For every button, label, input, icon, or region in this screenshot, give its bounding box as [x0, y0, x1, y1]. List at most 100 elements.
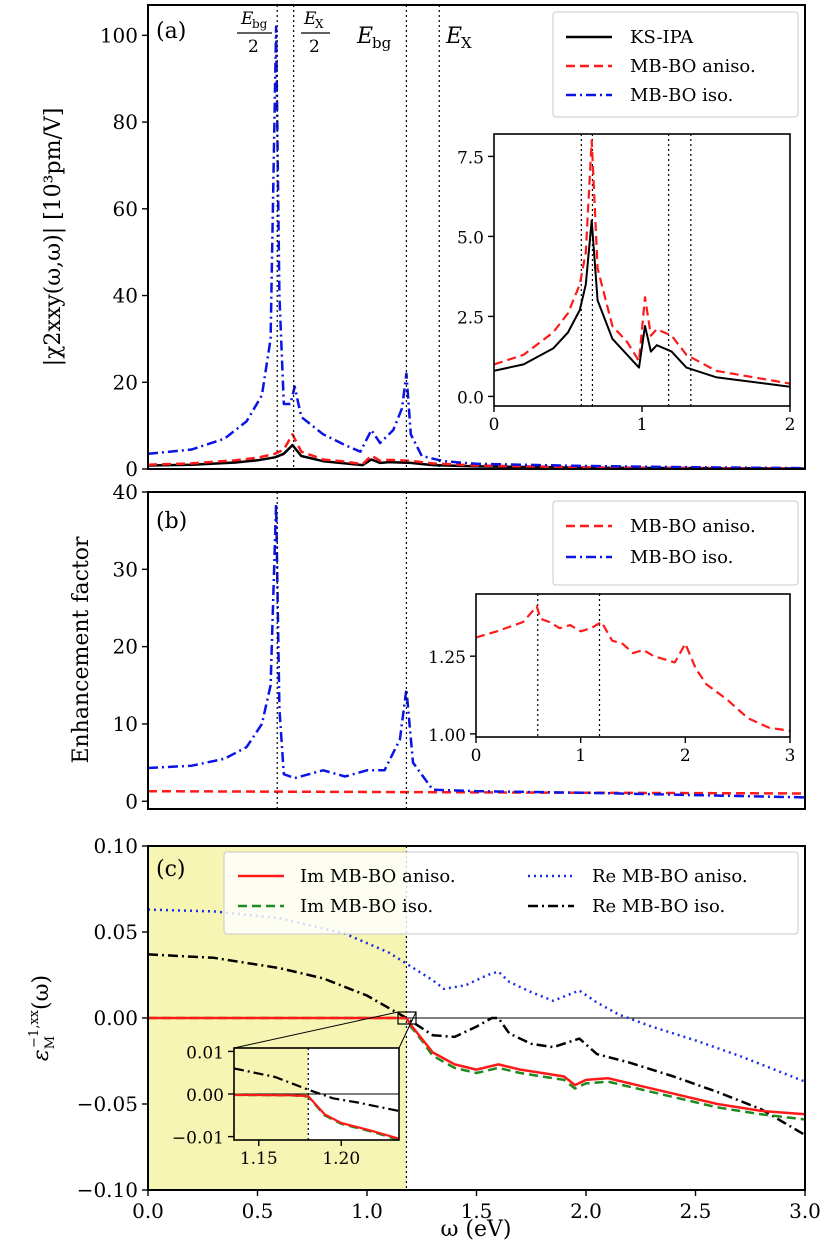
- x-axis-label: ω (eV): [440, 1217, 511, 1242]
- inset-b-xtick-0: 0: [471, 746, 482, 766]
- panel-b-tag: (b): [156, 509, 187, 534]
- svg-text:2: 2: [248, 37, 259, 57]
- xtick-c-4: 2.0: [570, 1199, 602, 1223]
- svg-text:bg: bg: [252, 17, 268, 31]
- series-b-iso: [147, 502, 806, 799]
- inset-c-im-aniso: [233, 1093, 400, 1140]
- ytick-c-4: 0.10: [93, 834, 138, 858]
- series-c-0: [148, 1016, 806, 1116]
- svg-text:E: E: [445, 24, 462, 49]
- inset-a-ytick-0: 0.0: [457, 388, 484, 408]
- ytick-a-4: 80: [113, 110, 138, 134]
- svg-text:X: X: [315, 17, 324, 31]
- panel-a-markers: [276, 5, 440, 469]
- svg-text:E: E: [356, 24, 373, 49]
- panel-c-ticks: 0.0 0.5 1.0 1.5 2.0 2.5 3.0 −0.10 −0.05 0.00 0.05 0…: [77, 834, 821, 1223]
- svg-text:εM−1,xx(ω): εM−1,xx(ω): [27, 975, 58, 1061]
- legend-c-im-aniso: Im MB-BO aniso.: [300, 866, 456, 887]
- inset-b-aniso: [475, 605, 791, 732]
- panel-a-series: [147, 25, 806, 470]
- panel-c-tag: (c): [156, 857, 186, 882]
- marker-label-ebg: E bg: [356, 24, 392, 52]
- xtick-c-5: 2.5: [680, 1199, 712, 1223]
- legend-iso: MB-BO iso.: [630, 85, 733, 106]
- inset-a-ks: [493, 219, 791, 388]
- ytick-a-0: 0: [125, 457, 138, 481]
- svg-text:X: X: [461, 34, 472, 52]
- panel-b-frame: [147, 491, 806, 810]
- ytick-a-1: 20: [113, 370, 138, 394]
- panel-c: 0.0 0.5 1.0 1.5 2.0 2.5 3.0 −0.10 −0.05 0.00 0.05 0…: [27, 834, 821, 1242]
- panel-a-ylabel: |χ2xxy(ω,ω)| [10³pm/V]: [41, 108, 66, 367]
- xtick-c-6: 3.0: [789, 1199, 821, 1223]
- panel-c-inset: 1.15 1.20 −0.01 0.00 0.01: [172, 1043, 400, 1169]
- legend-c-re-iso: Re MB-BO iso.: [592, 896, 725, 917]
- ytick-b-4: 40: [113, 480, 138, 504]
- ytick-c-0: −0.10: [77, 1178, 138, 1202]
- inset-b-xtick-2: 2: [680, 746, 691, 766]
- legend-c-re-aniso: Re MB-BO aniso.: [592, 866, 748, 887]
- panel-a-frame: [147, 4, 806, 470]
- legend-b-aniso: MB-BO aniso.: [630, 516, 756, 537]
- panel-b-inset-series: [475, 594, 791, 737]
- svg-text:bg: bg: [372, 34, 392, 52]
- inset-c-ytick-0: −0.01: [172, 1129, 224, 1149]
- ytick-b-1: 10: [113, 712, 138, 736]
- inset-c-ytick-1: 0.00: [186, 1086, 224, 1106]
- inset-a-ytick-3: 7.5: [457, 148, 484, 168]
- inset-c-xtick-1: 1.20: [322, 1149, 360, 1169]
- legend-aniso: MB-BO aniso.: [630, 56, 756, 77]
- ytick-c-3: 0.05: [93, 920, 138, 944]
- panel-c-ylabel: εM−1,xx(ω): [27, 975, 58, 1061]
- panel-b-legend: MB-BO aniso. MB-BO iso.: [552, 500, 799, 586]
- svg-text:2: 2: [309, 37, 320, 57]
- panel-a-legend: KS-IPA MB-BO aniso. MB-BO iso.: [552, 11, 799, 118]
- panel-b-series: [147, 502, 806, 799]
- inset-a-ytick-1: 2.5: [457, 308, 484, 328]
- panel-b-yticks: 0 10 20 30 40: [113, 480, 148, 813]
- ytick-b-0: 0: [125, 789, 138, 813]
- marker-label-ex-half: E X 2: [301, 9, 330, 57]
- series-a-0: [147, 443, 806, 470]
- xtick-c-0: 0.0: [132, 1199, 164, 1223]
- ytick-b-2: 20: [113, 635, 138, 659]
- inset-b-xtick-3: 3: [785, 746, 796, 766]
- panel-c-inset-series: [233, 1048, 400, 1142]
- ytick-c-2: 0.00: [93, 1006, 138, 1030]
- xtick-c-1: 0.5: [242, 1199, 274, 1223]
- panel-a-inset-series: [493, 134, 791, 406]
- zoom-connector-top: [233, 1011, 399, 1049]
- legend-b-iso: MB-BO iso.: [630, 547, 733, 568]
- ytick-a-5: 100: [100, 23, 138, 47]
- panel-a-tag: (a): [156, 19, 186, 44]
- panel-b-ylabel: Enhancement factor: [69, 536, 94, 764]
- zoom-connector-top-right: [398, 1011, 417, 1049]
- svg-text:E: E: [240, 9, 254, 29]
- series-a-2: [147, 25, 806, 470]
- series-a-1: [147, 433, 806, 470]
- ytick-a-3: 60: [113, 197, 138, 221]
- panel-c-legend: Im MB-BO aniso. Im MB-BO iso. Re MB-BO a…: [223, 851, 799, 935]
- marker-label-ex: E X: [445, 24, 472, 52]
- ytick-c-1: −0.05: [77, 1092, 138, 1116]
- inset-a-aniso: [493, 139, 791, 385]
- panel-a-inset: 0 1 2 0.0 2.5 5.0 7.5: [457, 133, 795, 435]
- inset-c-xtick-0: 1.15: [240, 1149, 278, 1169]
- inset-b-ytick-0: 1.00: [428, 726, 466, 746]
- inset-a-xtick-0: 0: [489, 415, 500, 435]
- inset-b-xtick-1: 1: [575, 746, 586, 766]
- marker-label-ebg-half: E bg 2: [237, 9, 272, 57]
- zoom-box: [397, 1011, 417, 1025]
- panel-a-inset-ticks: 0 1 2 0.0 2.5 5.0 7.5: [457, 148, 795, 435]
- inset-a-xtick-1: 1: [637, 415, 648, 435]
- panel-b-inset: 0 1 2 3 1.00 1.25: [428, 593, 795, 766]
- legend-ks: KS-IPA: [630, 27, 694, 48]
- svg-text:E: E: [303, 9, 317, 29]
- panel-b-inset-ticks: 0 1 2 3 1.00 1.25: [428, 648, 795, 766]
- panel-c-inset-ticks: 1.15 1.20 −0.01 0.00 0.01: [172, 1043, 360, 1169]
- inset-a-xtick-2: 2: [785, 415, 796, 435]
- inset-c-re-iso: [233, 1067, 400, 1113]
- xtick-c-3: 1.5: [461, 1199, 493, 1223]
